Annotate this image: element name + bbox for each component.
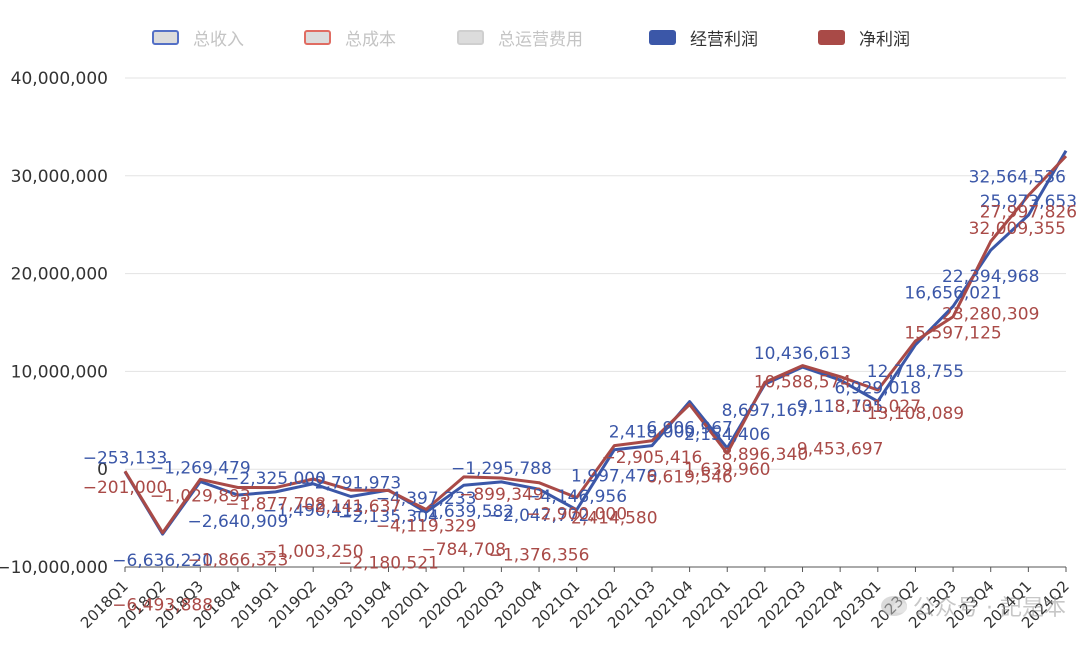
data-label: −2,180,521 (338, 554, 439, 574)
data-label: 9,453,697 (797, 440, 884, 460)
data-label: 9,113,735 (797, 397, 884, 417)
data-label: −2,905,416 (602, 448, 703, 468)
data-label: −1,295,788 (451, 459, 552, 479)
legend-label-operating-profit: 经营利润 (690, 30, 758, 50)
data-label: 6,619,546 (646, 467, 733, 487)
y-tick-label: 20,000,000 (11, 265, 108, 285)
series-line-0 (123, 149, 1068, 536)
y-tick-label: −10,000,000 (0, 558, 108, 578)
data-label: −2,900,000 (526, 505, 627, 525)
data-label: 8,896,340 (722, 445, 809, 465)
data-label: 25,973,653 (980, 192, 1077, 212)
data-label: 2,418,000 (609, 423, 696, 443)
legend-swatch-operating-profit (649, 30, 676, 45)
data-label: 10,588,574 (754, 373, 851, 393)
wechat-icon (881, 596, 908, 616)
data-label: −253,133 (83, 449, 168, 469)
data-label: −6,636,220 (112, 551, 213, 571)
data-label: 23,280,309 (942, 305, 1039, 325)
data-label: −2,047,772 (489, 506, 590, 526)
data-label: −1,639,582 (413, 502, 514, 522)
data-label: 32,564,536 (969, 168, 1066, 188)
data-label: 15,597,125 (904, 324, 1001, 344)
legend-swatch-net-profit (818, 30, 845, 45)
legend-label-total-cost: 总成本 (345, 30, 396, 50)
data-label: 13,108,089 (867, 404, 964, 424)
watermark: 公众号 · 記是本 (881, 590, 1066, 622)
legend-item-total-cost[interactable]: 总成本 (304, 25, 396, 50)
data-label: 16,656,021 (904, 283, 1001, 303)
data-label: 10,436,613 (754, 344, 851, 364)
legend-swatch-total-revenue (152, 30, 179, 45)
data-label: 2,414,580 (571, 509, 658, 529)
data-label: −4,146,956 (526, 487, 627, 507)
legend-swatch-total-opex (457, 30, 484, 45)
y-tick-label: 30,000,000 (11, 167, 108, 187)
data-label: −1,376,356 (489, 546, 590, 566)
legend-label-net-profit: 净利润 (859, 30, 910, 50)
data-label: 8,697,167 (722, 401, 809, 421)
legend-item-net-profit[interactable]: 净利润 (818, 25, 910, 50)
data-label: 6,929,018 (835, 378, 922, 398)
data-label: −1,003,250 (263, 542, 364, 562)
data-label: −2,141,637 (300, 497, 401, 517)
watermark-text: 公众号 · 記是本 (913, 596, 1066, 621)
data-label: −6,493,888 (112, 596, 213, 616)
data-label: −2,135,304 (338, 507, 439, 527)
data-label: −201,000 (83, 478, 168, 498)
data-label: 27,997,826 (980, 202, 1077, 222)
data-label: 22,394,968 (942, 267, 1039, 287)
data-label: 12,718,755 (867, 362, 964, 382)
data-label: 6,906,967 (646, 419, 733, 439)
data-label: 1,997,479 (571, 467, 658, 487)
data-label: −1,269,479 (150, 459, 251, 479)
data-label: −4,397,233 (376, 489, 477, 509)
legend-item-total-opex[interactable]: 总运营费用 (457, 25, 583, 50)
data-label: −2,640,909 (188, 512, 289, 532)
data-label: −2,325,000 (225, 469, 326, 489)
data-label: −4,119,329 (376, 516, 477, 536)
data-label: 32,009,355 (969, 219, 1066, 239)
data-label: 8,101,027 (835, 397, 922, 417)
data-label: 2,154,406 (684, 425, 771, 445)
chart-legend: 总收入 总成本 总运营费用 经营利润 净利润 (0, 20, 1080, 50)
legend-label-total-revenue: 总收入 (193, 30, 244, 50)
data-label: −1,866,323 (188, 550, 289, 570)
data-label: −1,029,893 (150, 486, 251, 506)
legend-swatch-total-cost (304, 30, 331, 45)
y-tick-label: 10,000,000 (11, 362, 108, 382)
legend-item-operating-profit[interactable]: 经营利润 (649, 25, 758, 50)
y-tick-label: 0 (97, 460, 108, 480)
data-label: −899,349 (459, 485, 544, 505)
data-label: −2,791,973 (300, 474, 401, 494)
data-label: −1,490,413 (263, 501, 364, 521)
series-line-1 (123, 155, 1068, 535)
data-label: −1,877,708 (225, 495, 326, 515)
legend-label-total-opex: 总运营费用 (498, 30, 583, 50)
y-tick-label: 40,000,000 (11, 69, 108, 89)
legend-item-total-revenue[interactable]: 总收入 (152, 25, 244, 50)
data-label: −784,708 (421, 540, 506, 560)
data-label: 1,639,960 (684, 460, 771, 480)
